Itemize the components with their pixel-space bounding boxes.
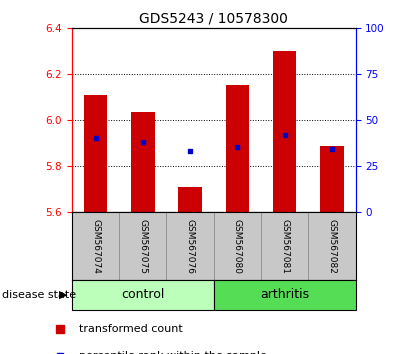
Bar bbox=[320, 146, 344, 212]
Bar bbox=[178, 187, 202, 212]
Text: disease state: disease state bbox=[2, 290, 76, 300]
Text: GSM567081: GSM567081 bbox=[280, 218, 289, 274]
Text: GSM567074: GSM567074 bbox=[91, 218, 100, 274]
Bar bbox=[214, 280, 356, 310]
Text: GSM567080: GSM567080 bbox=[233, 218, 242, 274]
Bar bbox=[131, 112, 155, 212]
Bar bbox=[84, 95, 107, 212]
Bar bbox=[72, 280, 214, 310]
Text: percentile rank within the sample: percentile rank within the sample bbox=[79, 351, 267, 354]
Text: transformed count: transformed count bbox=[79, 324, 182, 334]
Bar bbox=[273, 51, 296, 212]
Text: ▶: ▶ bbox=[59, 290, 68, 300]
Bar bbox=[226, 85, 249, 212]
Text: control: control bbox=[121, 288, 164, 301]
Text: arthritis: arthritis bbox=[260, 288, 309, 301]
Text: GSM567082: GSM567082 bbox=[328, 218, 336, 274]
Text: GSM567076: GSM567076 bbox=[186, 218, 194, 274]
Title: GDS5243 / 10578300: GDS5243 / 10578300 bbox=[139, 12, 288, 26]
Text: GSM567075: GSM567075 bbox=[139, 218, 147, 274]
